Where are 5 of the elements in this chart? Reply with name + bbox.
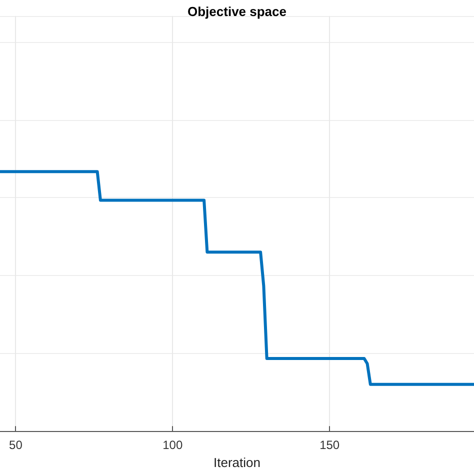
x-tick-label: 150 xyxy=(320,438,340,452)
x-tick-label: 50 xyxy=(9,438,23,452)
x-axis-title: Iteration xyxy=(214,455,260,470)
x-tick-label: 100 xyxy=(162,438,183,452)
chart-title: Objective space xyxy=(188,4,286,19)
